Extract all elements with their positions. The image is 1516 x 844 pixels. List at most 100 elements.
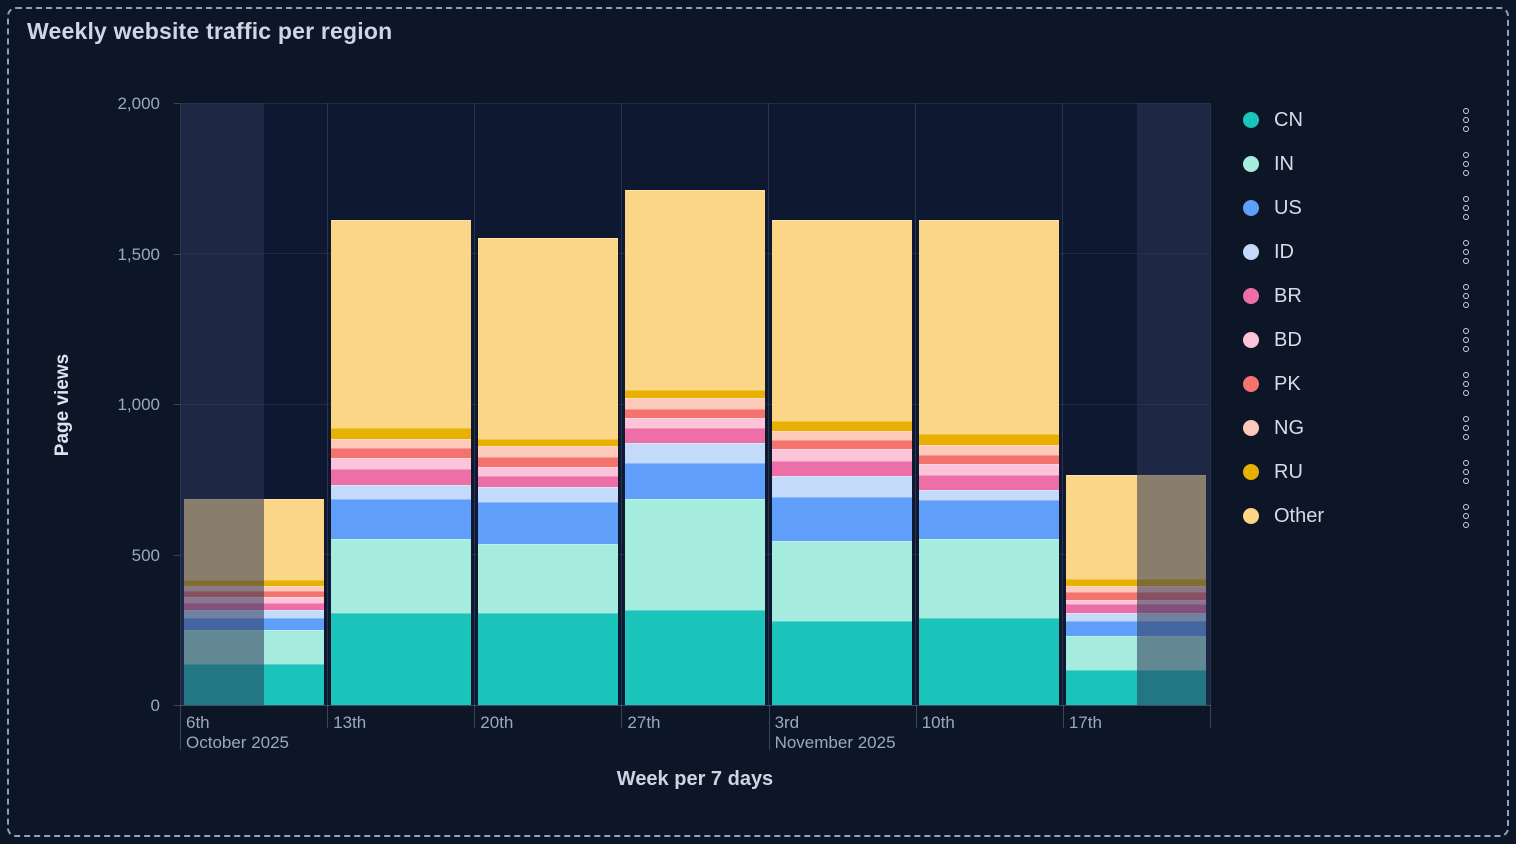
bar-segment-BD-20th[interactable] (477, 467, 618, 477)
x-tick-label-3rd: 3rd (774, 713, 800, 732)
vertical-dots-menu-icon[interactable] (1457, 413, 1475, 443)
bar-segment-PK-3rd[interactable] (772, 440, 913, 450)
bar-segment-CN-3rd[interactable] (772, 620, 913, 705)
bar-segment-PK-27th[interactable] (624, 408, 766, 418)
legend-color-dot-ID (1243, 244, 1259, 260)
bar-segment-BD-3rd[interactable] (772, 449, 913, 462)
bar-segment-BR-27th[interactable] (624, 428, 766, 444)
bar-segment-PK-10th[interactable] (919, 455, 1060, 465)
column-gridline-3 (620, 103, 622, 705)
vertical-dots-menu-icon[interactable] (1457, 457, 1475, 487)
legend-label-CN: CN (1274, 108, 1303, 131)
bar-segment-IN-20th[interactable] (477, 543, 618, 614)
bar-segment-CN-27th[interactable] (624, 610, 766, 705)
bar-segment-US-13th[interactable] (330, 498, 471, 540)
bar-segment-IN-13th[interactable] (330, 539, 471, 614)
legend-item-IN[interactable]: IN (1243, 142, 1475, 186)
bar-segment-IN-3rd[interactable] (772, 540, 913, 621)
bar-segment-NG-27th[interactable] (624, 397, 766, 409)
legend-item-ID[interactable]: ID (1243, 230, 1475, 274)
x-axis-tick-7 (1210, 705, 1211, 728)
x-axis-tick-1 (327, 705, 329, 728)
x-axis-line (180, 705, 1211, 706)
menu-dot (1463, 161, 1469, 167)
bar-segment-RU-17th[interactable] (1066, 578, 1207, 587)
bar-segment-BR-13th[interactable] (330, 468, 471, 486)
bar-segment-RU-10th[interactable] (919, 434, 1060, 445)
bar-segment-CN-13th[interactable] (330, 613, 471, 705)
column-gridline-2 (473, 103, 475, 705)
bar-segment-Other-10th[interactable] (919, 220, 1060, 435)
legend-color-dot-RU (1243, 464, 1259, 480)
bar-segment-BD-13th[interactable] (330, 458, 471, 469)
column-gridline-6 (1062, 103, 1064, 705)
bar-segment-PK-17th[interactable] (1066, 592, 1207, 600)
bar-segment-ID-10th[interactable] (919, 489, 1060, 501)
bar-segment-CN-20th[interactable] (477, 613, 618, 705)
vertical-dots-menu-icon[interactable] (1457, 105, 1475, 135)
bar-segment-NG-3rd[interactable] (772, 431, 913, 441)
bar-segment-RU-20th[interactable] (477, 438, 618, 447)
bar-segment-US-10th[interactable] (919, 500, 1060, 540)
bar-segment-US-3rd[interactable] (772, 497, 913, 541)
bar-segment-NG-20th[interactable] (477, 446, 618, 457)
legend-label-IN: IN (1274, 152, 1294, 175)
bar-segment-ID-13th[interactable] (330, 485, 471, 499)
bar-segment-RU-27th[interactable] (624, 390, 766, 398)
bar-segment-CN-10th[interactable] (919, 617, 1060, 705)
bar-segment-Other-3rd[interactable] (772, 220, 913, 421)
vertical-dots-menu-icon[interactable] (1457, 325, 1475, 355)
legend-item-PK[interactable]: PK (1243, 362, 1475, 406)
vertical-dots-menu-icon[interactable] (1457, 369, 1475, 399)
bar-segment-PK-13th[interactable] (330, 447, 471, 459)
bar-segment-RU-3rd[interactable] (772, 420, 913, 432)
bar-segment-US-20th[interactable] (477, 501, 618, 544)
bar-segment-BD-10th[interactable] (919, 464, 1060, 475)
x-axis-tick-0 (180, 705, 181, 750)
bar-segment-Other-20th[interactable] (477, 238, 618, 439)
menu-dot (1463, 117, 1469, 123)
bar-segment-ID-3rd[interactable] (772, 476, 913, 498)
bar-segment-BR-3rd[interactable] (772, 461, 913, 477)
vertical-dots-menu-icon[interactable] (1457, 193, 1475, 223)
bar-segment-NG-10th[interactable] (919, 444, 1060, 456)
y-tick-label-1000: 1,000 (117, 395, 160, 414)
menu-dot (1463, 284, 1469, 291)
bar-segment-BD-17th[interactable] (1066, 599, 1207, 605)
menu-dot (1463, 213, 1469, 220)
vertical-dots-menu-icon[interactable] (1457, 237, 1475, 267)
bar-segment-Other-27th[interactable] (624, 190, 766, 391)
bar-segment-NG-13th[interactable] (330, 438, 471, 448)
vertical-dots-menu-icon[interactable] (1457, 281, 1475, 311)
unselected-range-mask-left (180, 103, 264, 705)
legend-item-BR[interactable]: BR (1243, 274, 1475, 318)
bar-segment-ID-17th[interactable] (1066, 613, 1207, 621)
legend-item-US[interactable]: US (1243, 186, 1475, 230)
legend-label-BR: BR (1274, 284, 1302, 307)
bar-segment-RU-13th[interactable] (330, 428, 471, 439)
bar-segment-NG-17th[interactable] (1066, 586, 1207, 593)
menu-dot (1463, 469, 1469, 475)
bar-segment-IN-27th[interactable] (624, 498, 766, 611)
menu-dot (1463, 477, 1469, 484)
y-gridline-2000 (180, 102, 1210, 104)
legend-item-RU[interactable]: RU (1243, 450, 1475, 494)
bar-segment-ID-27th[interactable] (624, 443, 766, 463)
bar-segment-BR-17th[interactable] (1066, 604, 1207, 614)
bar-segment-BR-10th[interactable] (919, 474, 1060, 490)
bar-segment-Other-13th[interactable] (330, 220, 471, 429)
menu-dot (1463, 389, 1469, 396)
bar-segment-BR-20th[interactable] (477, 476, 618, 487)
legend-item-CN[interactable]: CN (1243, 98, 1475, 142)
bar-segment-IN-10th[interactable] (919, 539, 1060, 618)
legend-item-NG[interactable]: NG (1243, 406, 1475, 450)
legend-item-BD[interactable]: BD (1243, 318, 1475, 362)
vertical-dots-menu-icon[interactable] (1457, 501, 1475, 531)
legend-item-Other[interactable]: Other (1243, 494, 1475, 538)
bar-segment-PK-20th[interactable] (477, 456, 618, 468)
bar-segment-BD-27th[interactable] (624, 417, 766, 429)
bar-segment-US-27th[interactable] (624, 462, 766, 499)
bar-segment-ID-20th[interactable] (477, 486, 618, 502)
vertical-dots-menu-icon[interactable] (1457, 149, 1475, 179)
y-tick-label-1500: 1,500 (117, 244, 160, 264)
